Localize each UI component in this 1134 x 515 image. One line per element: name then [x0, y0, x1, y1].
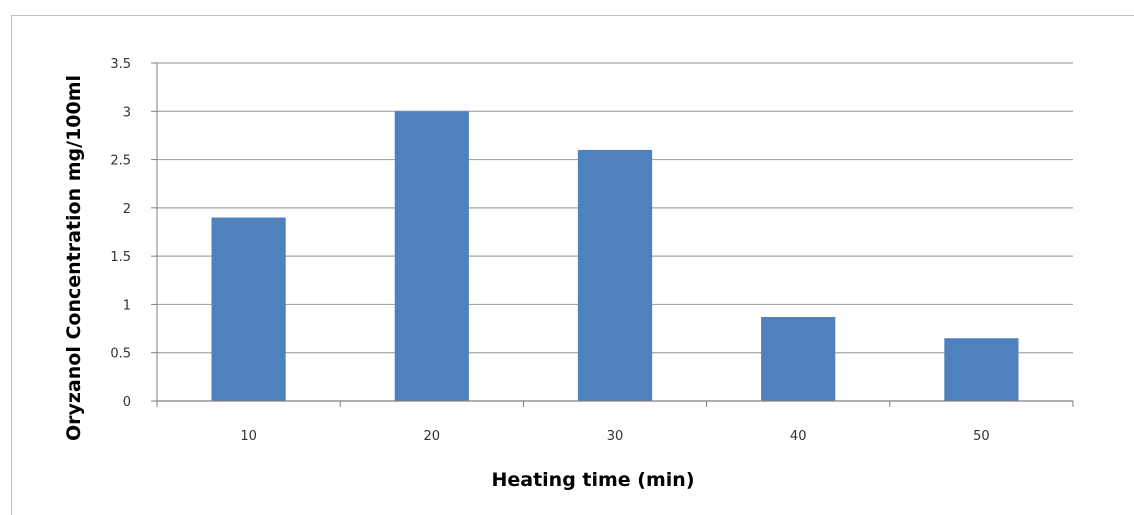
bar-20 — [394, 111, 469, 402]
x-tick-label: 30 — [607, 429, 624, 444]
x-tick-labels: 10 20 30 40 50 — [240, 429, 989, 444]
y-tick-labels: 0 0.5 1 1.5 2 2.5 3 3.5 — [110, 57, 131, 410]
chart-frame — [11, 15, 1134, 515]
y-tick-label: 0 — [123, 395, 131, 410]
bar-30 — [577, 149, 653, 401]
y-tick-label: 3.5 — [110, 57, 131, 72]
bar-40 — [761, 316, 836, 401]
y-tick-label: 2 — [123, 202, 131, 217]
y-tick-label: 3 — [123, 105, 131, 120]
x-tick-label: 50 — [973, 429, 990, 444]
bars — [211, 111, 1019, 402]
y-tick-label: 0.5 — [110, 347, 131, 362]
x-tick-label: 40 — [790, 429, 807, 444]
x-tick-label: 10 — [240, 429, 257, 444]
y-tick-label: 2.5 — [110, 154, 131, 169]
y-tick-label: 1.5 — [110, 250, 131, 265]
bar-50 — [944, 338, 1019, 401]
axes — [156, 63, 1074, 407]
bar-10 — [211, 217, 286, 401]
x-tick-label: 20 — [424, 429, 441, 444]
y-axis-title: Oryzanol Concentration mg/100ml — [63, 75, 85, 441]
x-axis-title: Heating time (min) — [491, 469, 694, 491]
y-tick-label: 1 — [123, 298, 131, 313]
